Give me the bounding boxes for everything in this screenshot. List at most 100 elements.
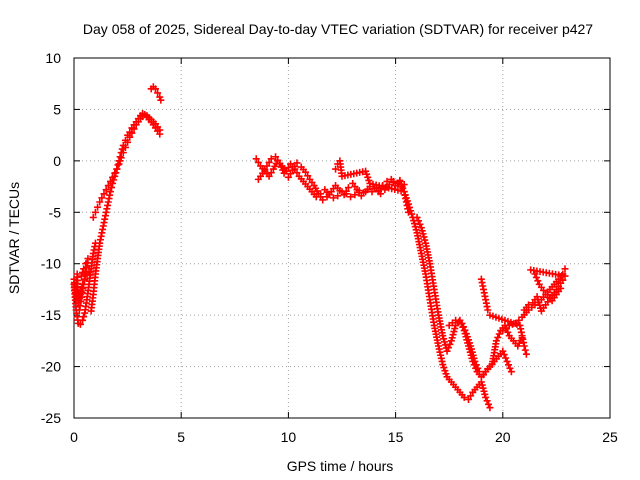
data-point: [293, 169, 301, 177]
data-point: [416, 220, 424, 228]
data-point: [157, 96, 165, 104]
y-tick-label: 10: [45, 50, 61, 66]
data-point: [407, 207, 415, 215]
y-tick-label: 5: [53, 101, 61, 117]
data-point: [117, 154, 125, 162]
data-point: [344, 184, 352, 192]
data-point: [505, 361, 513, 369]
x-tick-label: 15: [388, 429, 404, 445]
data-point: [467, 392, 475, 400]
data-point: [340, 191, 348, 199]
data-point: [265, 158, 273, 166]
data-point: [154, 89, 162, 97]
x-tick-label: 0: [70, 429, 78, 445]
data-point: [399, 184, 407, 192]
data-point: [503, 357, 511, 365]
data-point: [492, 337, 500, 345]
data-point: [383, 177, 391, 185]
data-point: [156, 126, 164, 134]
data-point: [414, 217, 422, 225]
data-point: [461, 326, 469, 334]
data-point: [485, 400, 493, 408]
y-tick-label: -15: [41, 307, 61, 323]
data-point: [443, 347, 451, 355]
data-point: [259, 169, 267, 177]
data-point: [254, 158, 262, 166]
data-point: [506, 364, 514, 372]
y-axis-label: SDTVAR / TECUs: [6, 182, 22, 294]
data-point: [534, 277, 542, 285]
data-point: [527, 266, 535, 274]
data-point: [557, 284, 565, 292]
data-point: [464, 395, 472, 403]
data-point: [267, 155, 275, 163]
data-point: [284, 173, 292, 181]
data-point: [500, 351, 508, 359]
data-point: [525, 301, 533, 309]
data-point: [495, 330, 503, 338]
data-point: [507, 368, 515, 376]
data-point: [76, 320, 84, 328]
grid-lines: [74, 58, 610, 418]
data-point: [474, 364, 482, 372]
data-point: [128, 129, 136, 137]
data-point: [106, 177, 114, 185]
data-point: [114, 161, 122, 169]
data-point: [486, 404, 494, 412]
data-point: [505, 321, 513, 329]
data-point: [329, 194, 337, 202]
data-point: [531, 270, 539, 278]
data-point: [121, 143, 129, 151]
data-point: [113, 165, 121, 173]
data-point: [483, 397, 491, 405]
data-point: [119, 149, 127, 157]
data-point: [289, 166, 297, 174]
data-point: [475, 368, 483, 376]
x-axis-label: GPS time / hours: [287, 458, 394, 474]
data-point: [94, 203, 102, 211]
data-point: [406, 203, 414, 211]
data-point: [124, 138, 132, 146]
data-point: [334, 192, 342, 200]
data-point: [472, 361, 480, 369]
data-point: [397, 181, 405, 189]
data-point: [287, 170, 295, 178]
data-point: [540, 286, 548, 294]
data-point: [444, 344, 452, 352]
x-tick-label: 5: [177, 429, 185, 445]
axis-ticks: 0 5 10 15 20 25 -25 -20 -15 -10 -5 0 5 10: [41, 50, 618, 445]
data-points: [70, 83, 569, 412]
data-point: [293, 159, 301, 167]
y-tick-label: -5: [49, 204, 62, 220]
data-point: [106, 188, 114, 196]
data-point: [508, 320, 516, 328]
x-tick-label: 20: [495, 429, 511, 445]
y-tick-label: -20: [41, 359, 61, 375]
data-point: [291, 163, 299, 171]
data-point: [484, 365, 492, 373]
data-point: [357, 192, 365, 200]
data-point: [370, 185, 378, 193]
data-point: [98, 194, 106, 202]
data-point: [502, 354, 510, 362]
y-tick-label: -25: [41, 410, 61, 426]
data-point: [408, 210, 416, 218]
plot-frame: [73, 57, 611, 419]
data-point: [130, 125, 138, 133]
data-point: [351, 191, 359, 199]
data-point: [302, 168, 310, 176]
data-point: [559, 276, 567, 284]
data-point: [520, 342, 528, 350]
data-point: [413, 213, 421, 221]
chart-title: Day 058 of 2025, Sidereal Day-to-day VTE…: [83, 21, 593, 37]
x-tick-label: 10: [281, 429, 297, 445]
data-point: [267, 169, 275, 177]
data-point: [126, 133, 134, 141]
data-point: [484, 306, 492, 314]
data-point: [499, 347, 507, 355]
data-point: [91, 208, 99, 216]
data-point: [109, 173, 117, 181]
data-point: [75, 306, 83, 314]
data-point: [494, 333, 502, 341]
